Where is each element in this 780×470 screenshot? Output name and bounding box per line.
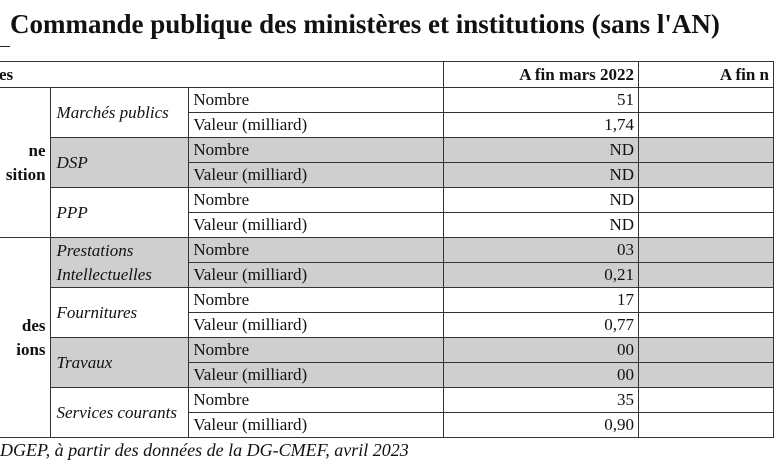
value-cell: 0,21 [442, 262, 640, 288]
value-cell-next [638, 362, 774, 388]
value-cell: 00 [442, 362, 640, 388]
table-row: Valeur (milliard) 1,74 [0, 112, 774, 138]
value-cell: 51 [442, 87, 640, 113]
metric-label: Nombre [188, 137, 444, 163]
table-row: des ions Prestations Intellectuelles Nom… [0, 237, 774, 438]
metric-label: Nombre [188, 187, 444, 213]
subcategory-label: Marchés publics [49, 87, 190, 138]
value-cell: 00 [442, 337, 640, 363]
data-table: es A fin mars 2022 A fin n ne sition Mar… [0, 61, 774, 438]
value-cell-next [638, 387, 774, 413]
metric-label: Valeur (milliard) [188, 112, 444, 138]
value-cell: ND [442, 162, 640, 188]
value-cell-next [638, 287, 774, 313]
value-cell: 0,77 [442, 312, 640, 338]
table-row: Fournitures Nombre 17 [0, 287, 774, 338]
metric-label: Nombre [188, 287, 444, 313]
value-cell-next [638, 162, 774, 188]
metric-label: Nombre [188, 237, 444, 263]
subcategory-label: Travaux [49, 337, 190, 388]
metric-label: Valeur (milliard) [188, 362, 444, 388]
value-cell-next [638, 312, 774, 338]
source-note: DGEP, à partir des données de la DG-CMEF… [0, 440, 409, 460]
table-row: Valeur (milliard) ND [0, 212, 774, 238]
subcategory-label: Prestations Intellectuelles [49, 237, 190, 288]
value-cell-next [638, 137, 774, 163]
column-header-label: es [0, 61, 444, 88]
metric-label: Valeur (milliard) [188, 262, 444, 288]
table-row: DSP Nombre ND [0, 137, 774, 188]
value-cell-next [638, 337, 774, 363]
table-row: Travaux Nombre 00 [0, 337, 774, 388]
metric-label: Nombre [188, 337, 444, 363]
value-cell-next [638, 87, 774, 113]
value-cell: ND [442, 212, 640, 238]
group-label: ne sition [0, 87, 51, 238]
column-header-next: A fin n [638, 61, 774, 88]
subcategory-label: Fournitures [49, 287, 190, 338]
value-cell-next [638, 212, 774, 238]
value-cell-next [638, 262, 774, 288]
group-label: des ions [0, 237, 51, 438]
value-cell: 35 [442, 387, 640, 413]
subcategory-label: DSP [49, 137, 190, 188]
value-cell-next [638, 112, 774, 138]
table-row: PPP Nombre ND [0, 187, 774, 238]
subcategory-label: PPP [49, 187, 190, 238]
metric-label: Nombre [188, 87, 444, 113]
header-row: es A fin mars 2022 A fin n [0, 61, 774, 88]
value-cell-next [638, 412, 774, 438]
value-cell: ND [442, 137, 640, 163]
value-cell-next [638, 237, 774, 263]
metric-label: Valeur (milliard) [188, 412, 444, 438]
metric-label: Valeur (milliard) [188, 212, 444, 238]
table-row: Valeur (milliard) 0,90 [0, 412, 774, 438]
value-cell: 1,74 [442, 112, 640, 138]
metric-label: Nombre [188, 387, 444, 413]
metric-label: Valeur (milliard) [188, 312, 444, 338]
column-header-2022: A fin mars 2022 [442, 61, 640, 88]
value-cell: 0,90 [442, 412, 640, 438]
value-cell: 17 [442, 287, 640, 313]
metric-label: Valeur (milliard) [188, 162, 444, 188]
table-row: ne sition Marchés publics Nombre 51 [0, 87, 774, 238]
value-cell: 03 [442, 237, 640, 263]
value-cell-next [638, 187, 774, 213]
table-row: Services courants Nombre 35 [0, 387, 774, 438]
subcategory-label: Services courants [49, 387, 190, 438]
divider [0, 46, 10, 47]
value-cell: ND [442, 187, 640, 213]
table-title: Commande publique des ministères et inst… [10, 9, 720, 39]
